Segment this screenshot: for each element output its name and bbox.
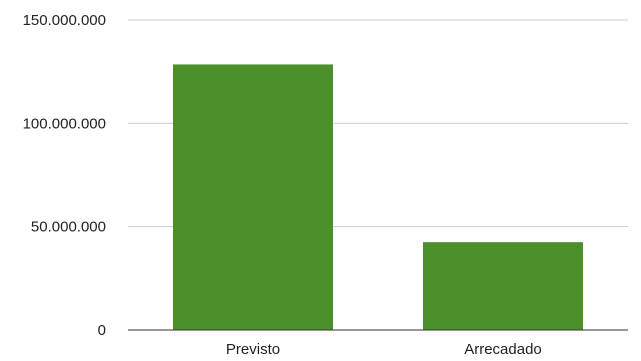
bars xyxy=(173,64,583,330)
y-tick-label: 150.000.000 xyxy=(23,12,106,29)
x-tick-label: Previsto xyxy=(226,341,280,358)
x-axis-tick-labels: Previsto Arrecadado xyxy=(226,341,542,358)
bar-arrecadado xyxy=(423,242,583,330)
y-tick-label: 0 xyxy=(98,322,106,339)
y-tick-label: 50.000.000 xyxy=(31,219,106,236)
x-tick-label: Arrecadado xyxy=(464,341,542,358)
y-axis-tick-labels: 0 50.000.000 100.000.000 150.000.000 xyxy=(23,12,106,339)
bar-previsto xyxy=(173,64,333,330)
y-tick-label: 100.000.000 xyxy=(23,115,106,132)
